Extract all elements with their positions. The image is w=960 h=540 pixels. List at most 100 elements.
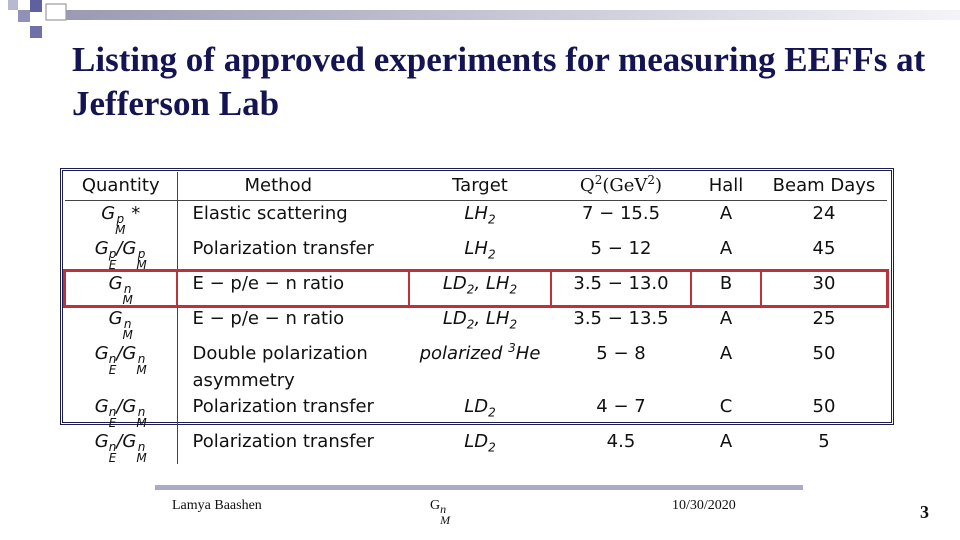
text-part: /G — [116, 238, 137, 259]
text-part: * — [125, 203, 141, 224]
text-part: G — [108, 273, 123, 294]
table-cell: 5 − 8 — [596, 343, 646, 364]
footer-date: 10/30/2020 — [672, 498, 736, 513]
superscript: n — [123, 317, 132, 331]
table-cell: 5 — [818, 431, 830, 453]
table-cell: A — [719, 308, 733, 329]
deco-bar — [66, 10, 960, 20]
footer-author: Lamya Baashen — [172, 498, 262, 513]
text-part: G — [94, 238, 109, 259]
table-cell: LD2, LH2 — [409, 306, 551, 341]
subscript: 2 — [487, 212, 496, 227]
superscript: p — [108, 247, 117, 261]
subscript: M — [136, 451, 147, 466]
superscript: n — [108, 405, 117, 420]
text-part: G — [94, 396, 109, 418]
deco-square — [45, 3, 67, 21]
table-cell: 50 — [812, 396, 836, 418]
slide-title: Listing of approved experiments for meas… — [72, 40, 926, 123]
column-header: Target — [409, 172, 551, 201]
text-part: , LH — [474, 308, 510, 329]
table-cell: 4.5 — [606, 431, 636, 453]
deco-square — [8, 0, 18, 10]
table-cell: Polarization transfer — [192, 431, 374, 453]
text-part: /G — [116, 343, 137, 364]
table-cell: 50 — [812, 343, 836, 364]
table-cell: Double polarization asymmetry — [192, 343, 368, 391]
superscript: n — [123, 282, 132, 296]
table-cell: LH2 — [409, 201, 551, 237]
text-part: LD — [464, 431, 489, 453]
text-part: G — [430, 498, 441, 513]
text-part: LD — [442, 273, 467, 294]
subscript: M — [440, 513, 451, 527]
superscript: n — [440, 502, 447, 516]
subscript: E — [108, 416, 117, 431]
superscript: n — [108, 440, 117, 455]
table-cell: polarized 3He — [409, 341, 551, 394]
column-header: Method — [177, 172, 409, 201]
superscript: p — [137, 247, 146, 261]
superscript: 3 — [508, 341, 516, 355]
table-cell: 45 — [812, 238, 836, 259]
text-part: G — [108, 308, 123, 329]
deco-square — [30, 0, 42, 12]
column-header: Beam Days — [761, 172, 887, 201]
page-number: 3 — [920, 502, 929, 522]
column-header: Quantity — [65, 172, 178, 201]
table-cell: 4 − 7 — [596, 396, 646, 418]
deco-square — [30, 26, 42, 38]
subscript: M — [136, 258, 147, 272]
subscript: 2 — [466, 282, 475, 297]
table-cell: 25 — [812, 308, 836, 329]
text-part: LH — [464, 203, 488, 224]
text-part: Q — [579, 175, 595, 196]
footer-bar — [155, 485, 803, 490]
text-part: polarized — [419, 343, 509, 364]
table-cell: LD2 — [409, 394, 551, 429]
column-header: Hall — [691, 172, 761, 201]
subscript: 2 — [488, 405, 496, 420]
subscript: 2 — [509, 317, 518, 332]
table-cell: E − p/e − n ratio — [192, 308, 345, 329]
subscript: M — [122, 293, 133, 307]
superscript: n — [137, 352, 146, 366]
subscript: 2 — [487, 247, 496, 262]
table-cell: A — [719, 431, 733, 453]
decoration — [8, 0, 960, 38]
superscript: n — [137, 440, 146, 455]
table-cell: 24 — [812, 203, 836, 224]
table-frame: Quantity Method Target Q2(GeV2) Hall Beam Day… — [60, 168, 894, 465]
text-part: LD — [442, 308, 467, 329]
table-cell: 7 − 15.5 — [581, 203, 661, 224]
table-cell: Elastic scattering — [192, 203, 348, 224]
text-part: LH — [464, 238, 488, 259]
text-part: LD — [464, 396, 489, 418]
text-part: G — [94, 343, 109, 364]
table-cell: 5 − 12 — [590, 238, 652, 259]
subscript: M — [115, 223, 126, 237]
table-cell: E − p/e − n ratio — [176, 270, 410, 307]
